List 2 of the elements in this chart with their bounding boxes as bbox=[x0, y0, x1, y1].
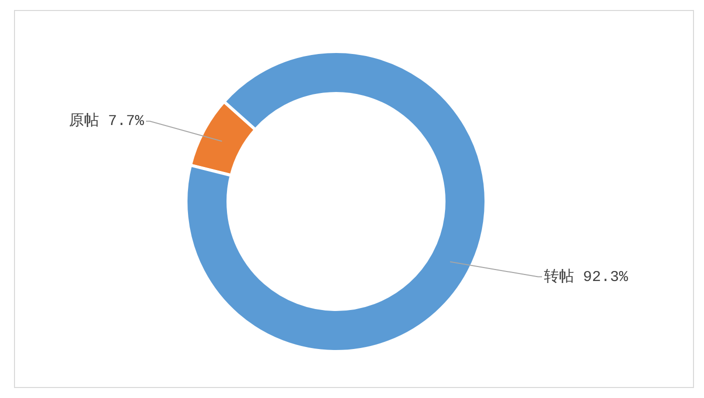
slice-label: 转帖 92.3% bbox=[544, 268, 630, 286]
slice-label: 原帖 7.7% bbox=[68, 112, 145, 130]
